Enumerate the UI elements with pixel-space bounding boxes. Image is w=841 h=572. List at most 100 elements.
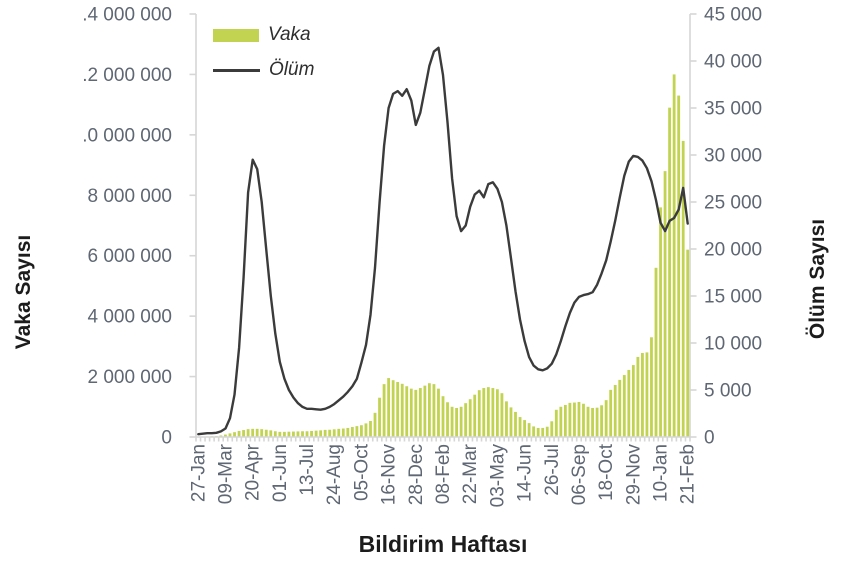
vaka-bar — [591, 407, 594, 437]
vaka-bar — [459, 406, 463, 437]
vaka-bar-swatch — [213, 28, 259, 42]
vaka-bar — [659, 207, 662, 437]
vaka-bar — [414, 389, 418, 437]
vaka-bar — [477, 390, 481, 437]
vaka-bar — [541, 427, 545, 437]
vaka-bar — [473, 394, 477, 437]
vaka-bar — [450, 406, 454, 437]
x-tick-label: 16-Nov — [379, 444, 400, 506]
vaka-bar — [650, 337, 653, 437]
vaka-bar — [509, 407, 513, 437]
vaka-bar — [228, 433, 232, 437]
x-tick-label: 21-Feb — [678, 444, 699, 504]
vaka-bar — [418, 388, 422, 437]
vaka-bar — [636, 356, 640, 437]
vaka-bar — [396, 382, 400, 437]
olum-line — [197, 46, 689, 436]
vaka-bar — [550, 421, 554, 437]
vaka-bar — [486, 387, 490, 437]
x-axis-title: Bildirim Haftası — [358, 531, 528, 557]
vaka-bar — [428, 383, 431, 437]
y-left-tick-label: .4 000 000 — [82, 5, 172, 26]
vaka-bar — [645, 352, 649, 437]
vaka-bar — [355, 426, 359, 437]
vaka-bar — [527, 423, 531, 437]
y-left-tick-label: 0 — [161, 428, 172, 449]
vaka-bar — [586, 406, 590, 437]
vaka-bar — [337, 428, 341, 437]
vaka-bar — [613, 385, 617, 437]
vaka-bar — [505, 401, 508, 437]
vaka-bar — [332, 429, 336, 437]
vaka-bar — [260, 429, 264, 437]
y-right-tick-label: 15 000 — [704, 287, 762, 308]
vaka-bar — [346, 427, 350, 437]
vaka-bar — [573, 402, 576, 437]
vaka-bar — [246, 429, 250, 437]
vaka-bar — [251, 428, 255, 437]
vaka-bar — [296, 431, 300, 437]
vaka-bar — [545, 426, 549, 437]
y-left-tick-label: 8 000 000 — [87, 186, 172, 207]
legend-label-olum: Ölüm — [269, 59, 315, 80]
y-left-ticks: 0 2 000 000 4 000 000 6 000 000 8 000 000 .0 … — [82, 5, 196, 449]
vaka-bar — [631, 365, 635, 437]
x-tick-label: 28-Dec — [406, 444, 427, 505]
vaka-bar — [360, 425, 363, 437]
vaka-bar — [328, 429, 332, 437]
vaka-bar — [446, 402, 449, 437]
vaka-bar — [391, 380, 395, 437]
vaka-bar — [441, 396, 445, 437]
vaka-bar — [319, 430, 323, 437]
x-tick-label: 06-Sep — [569, 444, 590, 505]
vaka-bar — [369, 420, 372, 437]
y-right-tick-label: 20 000 — [704, 240, 762, 261]
y-left-tick-label: 6 000 000 — [87, 246, 172, 267]
x-tick-label: 08-Feb — [433, 444, 454, 504]
vaka-bar — [582, 403, 585, 437]
vaka-bar — [464, 403, 468, 437]
y-left-tick-label: .2 000 000 — [82, 65, 172, 86]
vaka-bar — [310, 430, 313, 437]
vaka-bar — [305, 431, 309, 437]
y-right-tick-label: 5 000 — [704, 381, 752, 402]
vaka-bar — [686, 249, 690, 437]
vaka-bar — [641, 353, 644, 437]
vaka-bar — [264, 429, 268, 437]
vaka-bar — [622, 375, 626, 437]
vaka-bar — [627, 369, 631, 437]
x-tick-label: 26-Jul — [542, 444, 563, 496]
x-tick-label: 20-Apr — [243, 443, 264, 501]
vaka-bar — [237, 430, 241, 437]
vaka-bar — [500, 393, 504, 437]
vaka-bar — [301, 431, 304, 437]
x-tick-label: 05-Oct — [351, 443, 372, 501]
vaka-bar — [491, 388, 495, 437]
vaka-bar — [672, 74, 676, 438]
x-tick-label: 03-May — [487, 444, 508, 508]
y-axis-title-left: Vaka Sayısı — [12, 234, 35, 350]
olum-line-group — [197, 46, 689, 436]
y-axis-title-right: Ölüm Sayısı — [806, 218, 829, 340]
vaka-bar — [604, 400, 608, 437]
vaka-bar — [341, 428, 345, 437]
vaka-bar — [273, 431, 277, 437]
vaka-bar — [554, 409, 558, 437]
vaka-bar — [378, 397, 381, 437]
olum-line-swatch — [213, 68, 260, 72]
y-right-tick-label: 25 000 — [704, 193, 762, 214]
y-right-tick-label: 0 — [704, 428, 715, 449]
vaka-bar — [373, 412, 377, 437]
vaka-bar — [482, 388, 486, 437]
x-tick-label: 18-Oct — [596, 443, 617, 501]
vaka-bar — [278, 431, 282, 437]
vaka-bar — [559, 406, 563, 437]
vaka-bar — [364, 423, 368, 437]
y-right-tick-label: 45 000 — [704, 5, 762, 26]
y-left-tick-label: .0 000 000 — [82, 125, 172, 146]
vaka-bar — [536, 427, 540, 437]
x-tick-labels: 27-Jan 09-Mar 20-Apr 01-Jun 13-Jul 24-Aug 05-O… — [188, 443, 698, 507]
vaka-bar — [387, 378, 391, 437]
vaka-bar — [455, 407, 458, 437]
